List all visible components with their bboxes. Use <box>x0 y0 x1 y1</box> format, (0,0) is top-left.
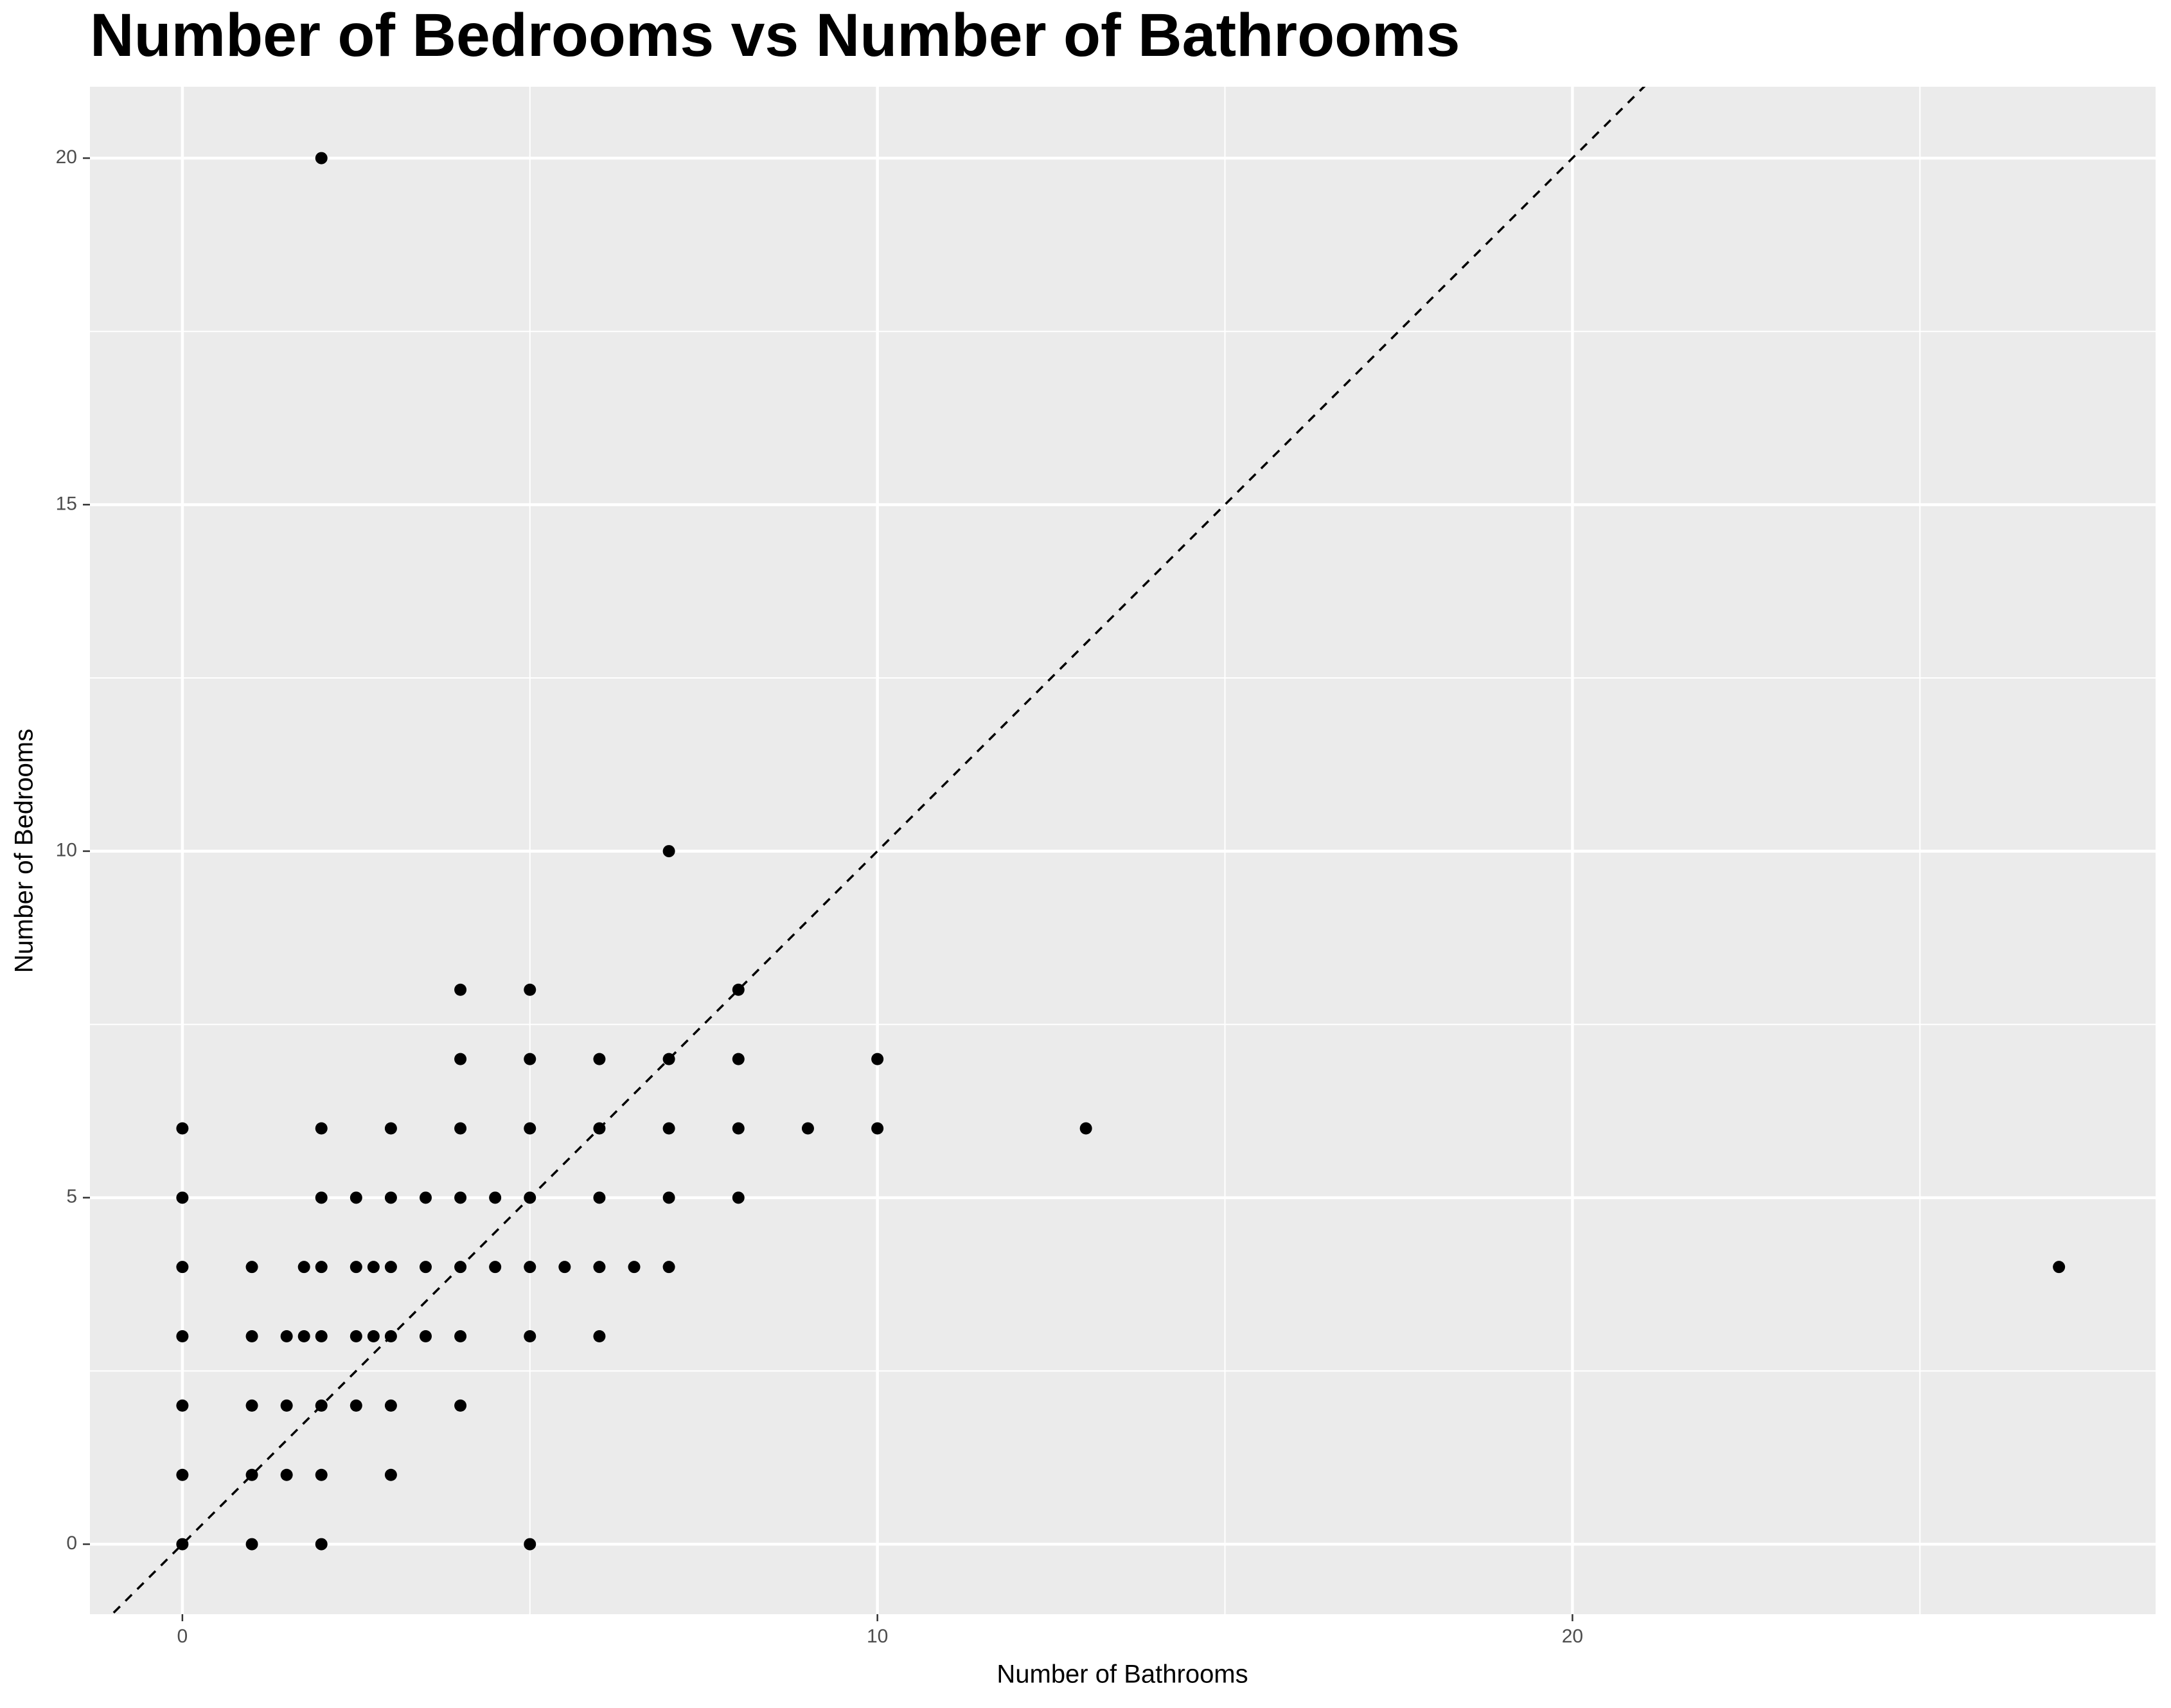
point <box>454 1399 467 1412</box>
point <box>2053 1261 2066 1274</box>
point <box>315 1261 328 1274</box>
point <box>315 1399 328 1412</box>
x-tick-label: 0 <box>177 1626 188 1647</box>
point <box>419 1191 432 1204</box>
point <box>454 1261 467 1274</box>
point <box>350 1191 362 1204</box>
point <box>662 1191 675 1204</box>
point <box>593 1053 606 1065</box>
point <box>662 1261 675 1274</box>
point <box>662 1053 675 1065</box>
point <box>384 1191 397 1204</box>
point <box>176 1330 189 1343</box>
point <box>315 1330 328 1343</box>
point <box>1079 1122 1092 1135</box>
point <box>662 1122 675 1135</box>
point <box>524 1261 536 1274</box>
point <box>315 1191 328 1204</box>
point <box>280 1468 293 1481</box>
point <box>245 1261 258 1274</box>
point <box>367 1261 380 1274</box>
point <box>384 1330 397 1343</box>
x-axis-title: Number of Bathrooms <box>997 1660 1248 1689</box>
point <box>176 1399 189 1412</box>
marks <box>111 87 2066 1614</box>
point <box>593 1330 606 1343</box>
point <box>176 1538 189 1551</box>
point <box>245 1468 258 1481</box>
y-tick-label: 0 <box>66 1533 77 1554</box>
point <box>384 1122 397 1135</box>
point <box>454 1330 467 1343</box>
point <box>732 1122 745 1135</box>
reference-line <box>111 87 1646 1614</box>
point <box>628 1261 641 1274</box>
point <box>176 1191 189 1204</box>
point <box>524 1191 536 1204</box>
point <box>176 1261 189 1274</box>
point <box>489 1261 502 1274</box>
point <box>454 1053 467 1065</box>
point <box>245 1399 258 1412</box>
point <box>732 1191 745 1204</box>
point <box>280 1330 293 1343</box>
y-tick-label: 15 <box>56 493 77 514</box>
point <box>367 1330 380 1343</box>
point <box>384 1261 397 1274</box>
point <box>871 1053 884 1065</box>
point <box>245 1538 258 1551</box>
point <box>593 1191 606 1204</box>
point <box>524 1330 536 1343</box>
point <box>662 845 675 858</box>
point <box>176 1122 189 1135</box>
point <box>176 1468 189 1481</box>
point <box>350 1261 362 1274</box>
chart-title: Number of Bedrooms vs Number of Bathroom… <box>90 1 1460 69</box>
point <box>871 1122 884 1135</box>
point <box>384 1468 397 1481</box>
point <box>524 1122 536 1135</box>
y-tick-label: 20 <box>56 147 77 168</box>
point <box>524 1538 536 1551</box>
grid <box>90 87 2156 1614</box>
y-tick-label: 5 <box>66 1186 77 1207</box>
point <box>315 1468 328 1481</box>
point <box>454 983 467 996</box>
point <box>558 1261 571 1274</box>
point <box>315 1122 328 1135</box>
point <box>315 1538 328 1551</box>
point <box>732 1053 745 1065</box>
point <box>297 1330 310 1343</box>
x-tick-label: 10 <box>867 1626 888 1647</box>
point <box>593 1122 606 1135</box>
y-axis-title: Number of Bedrooms <box>10 729 39 973</box>
point <box>419 1261 432 1274</box>
point <box>419 1330 432 1343</box>
point <box>593 1261 606 1274</box>
point <box>454 1122 467 1135</box>
point <box>384 1399 397 1412</box>
point <box>315 152 328 165</box>
point <box>801 1122 814 1135</box>
point <box>350 1330 362 1343</box>
point <box>489 1191 502 1204</box>
point <box>732 983 745 996</box>
y-tick-label: 10 <box>56 840 77 861</box>
point <box>454 1191 467 1204</box>
x-tick-label: 20 <box>1562 1626 1583 1647</box>
point <box>245 1330 258 1343</box>
point <box>280 1399 293 1412</box>
point <box>524 983 536 996</box>
point <box>350 1399 362 1412</box>
point <box>524 1053 536 1065</box>
point <box>297 1261 310 1274</box>
